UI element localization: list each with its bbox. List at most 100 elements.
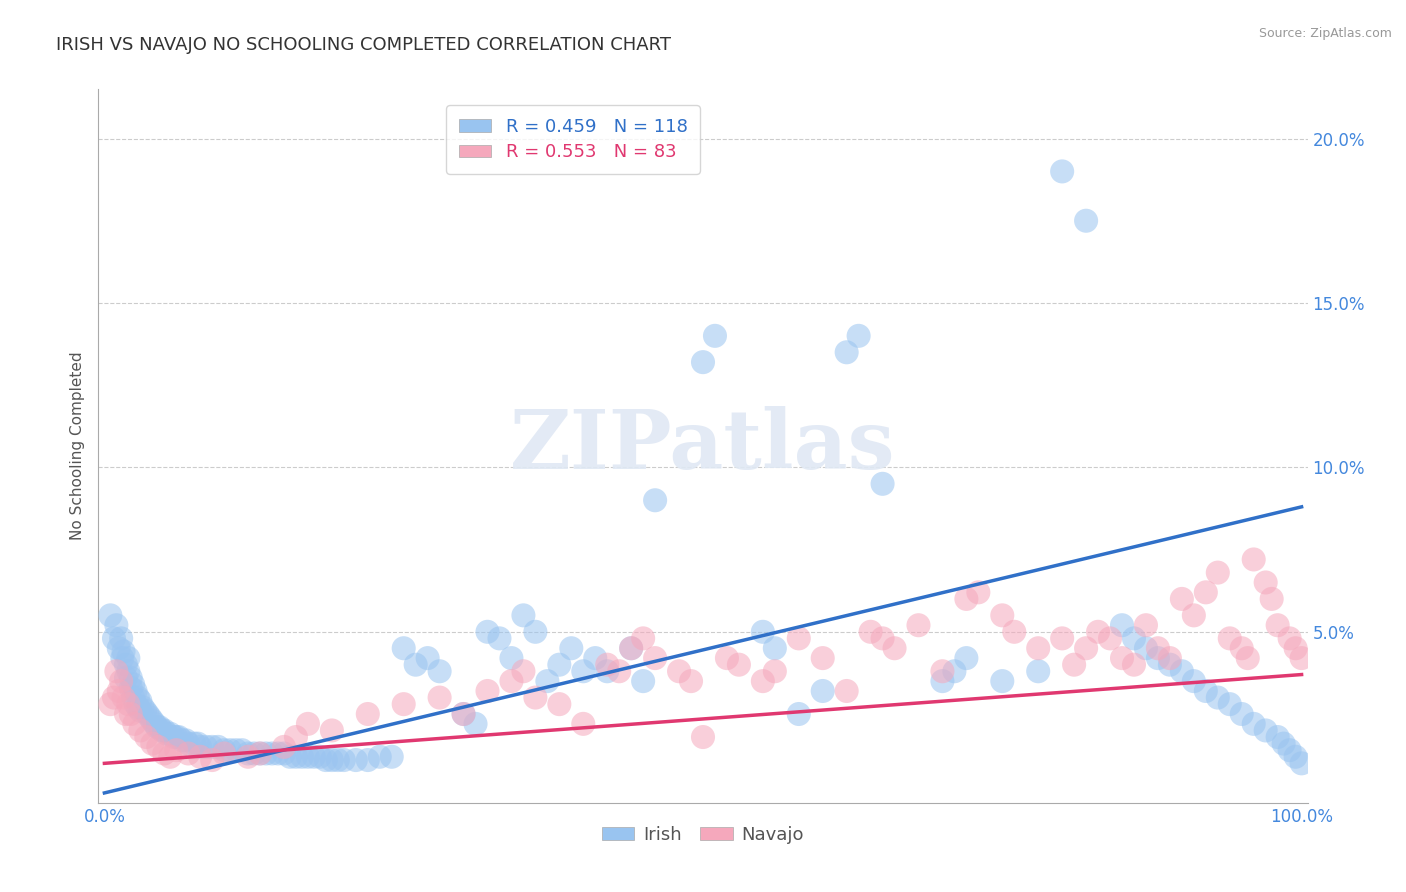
Point xyxy=(153,723,176,738)
Point xyxy=(302,749,325,764)
Point xyxy=(141,737,163,751)
Point xyxy=(115,657,138,672)
Point xyxy=(284,749,307,764)
Point xyxy=(787,706,810,721)
Point xyxy=(117,697,139,711)
Point xyxy=(1074,641,1097,656)
Point xyxy=(120,671,142,685)
Point xyxy=(596,665,619,679)
Point xyxy=(501,674,523,689)
Point xyxy=(501,651,523,665)
Point xyxy=(1123,657,1146,672)
Point xyxy=(488,632,510,646)
Point xyxy=(835,684,858,698)
Point xyxy=(1236,651,1258,665)
Point xyxy=(692,355,714,369)
Point xyxy=(120,706,142,721)
Point xyxy=(105,665,128,679)
Point xyxy=(172,733,194,747)
Point xyxy=(344,753,367,767)
Point xyxy=(122,690,145,705)
Point xyxy=(326,753,349,767)
Point xyxy=(583,651,606,665)
Point xyxy=(931,674,953,689)
Point xyxy=(177,747,200,761)
Point xyxy=(1278,632,1301,646)
Point xyxy=(955,651,977,665)
Point xyxy=(1206,566,1229,580)
Point xyxy=(512,665,534,679)
Point xyxy=(1260,591,1282,606)
Point xyxy=(1111,618,1133,632)
Point xyxy=(512,608,534,623)
Point xyxy=(477,624,499,639)
Point xyxy=(1278,743,1301,757)
Point xyxy=(752,624,775,639)
Point xyxy=(1002,624,1025,639)
Point xyxy=(620,641,643,656)
Point xyxy=(1050,632,1073,646)
Point xyxy=(392,641,415,656)
Point xyxy=(122,677,145,691)
Point xyxy=(416,651,439,665)
Point xyxy=(117,665,139,679)
Point xyxy=(100,697,122,711)
Point xyxy=(1171,591,1194,606)
Point xyxy=(146,720,169,734)
Point xyxy=(159,749,181,764)
Point xyxy=(991,608,1014,623)
Point xyxy=(225,743,247,757)
Point xyxy=(156,727,179,741)
Point xyxy=(124,717,146,731)
Point xyxy=(115,671,138,685)
Point xyxy=(153,747,176,761)
Point xyxy=(1099,632,1122,646)
Point xyxy=(195,739,218,754)
Point xyxy=(872,476,894,491)
Point xyxy=(620,641,643,656)
Point xyxy=(321,753,343,767)
Point xyxy=(1026,665,1049,679)
Point xyxy=(236,747,259,761)
Point xyxy=(692,730,714,744)
Point xyxy=(429,665,451,679)
Point xyxy=(536,674,558,689)
Point xyxy=(907,618,929,632)
Point xyxy=(1230,641,1253,656)
Point xyxy=(811,684,834,698)
Point xyxy=(1171,665,1194,679)
Point xyxy=(1135,641,1157,656)
Point xyxy=(117,651,139,665)
Point xyxy=(135,730,157,744)
Point xyxy=(679,674,702,689)
Point xyxy=(243,747,266,761)
Point xyxy=(728,657,751,672)
Y-axis label: No Schooling Completed: No Schooling Completed xyxy=(69,351,84,541)
Point xyxy=(1182,608,1205,623)
Point xyxy=(309,749,332,764)
Point xyxy=(631,674,654,689)
Point xyxy=(1254,575,1277,590)
Point xyxy=(991,674,1014,689)
Point xyxy=(136,706,159,721)
Point xyxy=(103,690,125,705)
Point xyxy=(1206,690,1229,705)
Point xyxy=(127,690,149,705)
Point xyxy=(607,665,630,679)
Point xyxy=(668,665,690,679)
Point xyxy=(141,714,163,728)
Legend: Irish, Navajo: Irish, Navajo xyxy=(595,819,811,851)
Point xyxy=(1159,657,1181,672)
Point xyxy=(1195,585,1218,599)
Point xyxy=(201,753,224,767)
Point xyxy=(188,739,211,754)
Point xyxy=(105,618,128,632)
Point xyxy=(524,690,547,705)
Point xyxy=(453,706,475,721)
Point xyxy=(1195,684,1218,698)
Point xyxy=(548,657,571,672)
Point xyxy=(392,697,415,711)
Point xyxy=(644,493,666,508)
Point xyxy=(236,749,259,764)
Point xyxy=(321,723,343,738)
